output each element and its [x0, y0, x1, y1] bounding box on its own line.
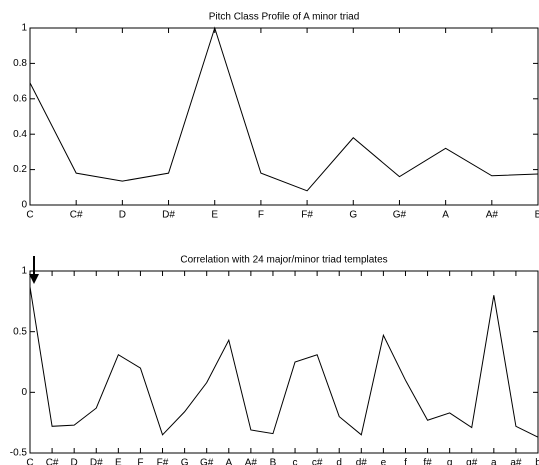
x-tick-label: C — [26, 458, 33, 465]
y-tick-label: 0.4 — [13, 129, 27, 140]
y-tick-label: 0.6 — [13, 93, 27, 104]
x-tick-label: d# — [356, 458, 368, 465]
y-tick-label: 0.5 — [13, 326, 27, 337]
axes-box — [29, 270, 539, 454]
x-tick-label: G — [349, 210, 357, 221]
data-line — [29, 286, 539, 438]
x-tick-label: d — [336, 458, 342, 465]
x-tick-label: B — [270, 458, 277, 465]
x-tick-label: a — [491, 458, 497, 465]
x-tick-label: G# — [393, 210, 407, 221]
y-tick-label: -0.5 — [10, 448, 28, 459]
x-tick-label: f# — [423, 458, 432, 465]
x-tick-label: A# — [245, 458, 258, 465]
x-tick-label: D# — [162, 210, 175, 221]
x-tick-label: D — [119, 210, 126, 221]
y-tick-label: 0 — [21, 200, 27, 211]
x-tick-label: F# — [157, 458, 169, 465]
y-tick-label: 1 — [21, 266, 27, 277]
x-tick-label: F — [137, 458, 143, 465]
x-tick-label: D# — [90, 458, 103, 465]
x-tick-label: F# — [301, 210, 313, 221]
x-tick-label: F — [258, 210, 264, 221]
y-tick-label: 1 — [21, 23, 27, 34]
x-tick-label: f — [404, 458, 407, 465]
x-tick-label: A — [225, 458, 232, 465]
y-tick-label: 0 — [21, 387, 27, 398]
x-tick-label: g# — [466, 458, 478, 465]
x-tick-label: e — [381, 458, 387, 465]
chart-title: Correlation with 24 major/minor triad te… — [180, 255, 387, 266]
x-tick-label: A — [442, 210, 449, 221]
y-tick-label: 0.2 — [13, 164, 27, 175]
x-tick-label: E — [211, 210, 218, 221]
x-tick-label: c# — [312, 458, 323, 465]
data-line — [29, 26, 539, 192]
x-tick-label: C# — [46, 458, 59, 465]
x-tick-label: B — [535, 210, 539, 221]
x-tick-label: G# — [200, 458, 214, 465]
x-tick-label: G — [181, 458, 189, 465]
y-tick-label: 0.8 — [13, 58, 27, 69]
x-tick-label: C# — [70, 210, 83, 221]
x-tick-label: E — [115, 458, 122, 465]
x-tick-label: A# — [486, 210, 499, 221]
x-tick-label: c — [293, 458, 298, 465]
axes-box — [29, 27, 539, 206]
annotation-arrow-head — [29, 274, 39, 284]
x-tick-label: b — [535, 458, 539, 465]
x-tick-label: g — [447, 458, 453, 465]
x-tick-label: C — [26, 210, 33, 221]
x-tick-label: a# — [510, 458, 522, 465]
chart-title: Pitch Class Profile of A minor triad — [209, 12, 360, 23]
x-tick-label: D — [71, 458, 78, 465]
